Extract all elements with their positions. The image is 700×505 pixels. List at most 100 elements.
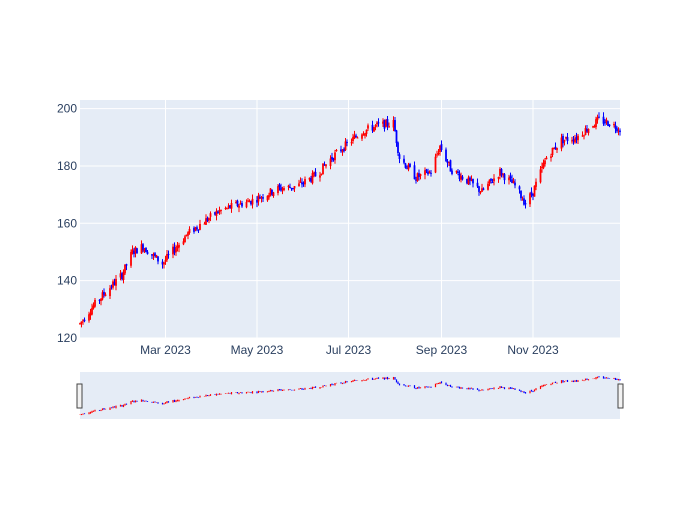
candle-increasing[interactable] (584, 125, 587, 136)
candle-increasing[interactable] (245, 199, 248, 209)
candle-increasing[interactable] (434, 153, 437, 174)
candle-increasing[interactable] (617, 127, 620, 136)
candle-decreasing[interactable] (301, 178, 303, 188)
candle-decreasing[interactable] (403, 155, 405, 165)
candle-decreasing[interactable] (217, 210, 219, 214)
candle-increasing[interactable] (182, 238, 185, 246)
candle-increasing[interactable] (299, 177, 302, 183)
candle-increasing[interactable] (175, 244, 177, 256)
candle-decreasing[interactable] (154, 252, 156, 258)
candle-increasing[interactable] (329, 155, 332, 170)
candle-decreasing[interactable] (503, 172, 506, 185)
candle-increasing[interactable] (416, 172, 419, 182)
candle-increasing[interactable] (91, 303, 93, 316)
candle-decreasing[interactable] (490, 178, 492, 184)
candle-increasing[interactable] (304, 176, 306, 188)
candle-increasing[interactable] (508, 174, 510, 185)
candle-increasing[interactable] (215, 208, 218, 221)
candle-increasing[interactable] (448, 161, 450, 167)
candle-increasing[interactable] (205, 214, 207, 226)
candle-increasing[interactable] (563, 139, 566, 146)
candle-increasing[interactable] (545, 155, 548, 160)
candle-decreasing[interactable] (289, 183, 291, 189)
candle-decreasing[interactable] (346, 139, 348, 147)
candle-decreasing[interactable] (259, 194, 261, 199)
candle-increasing[interactable] (188, 226, 191, 235)
candle-increasing[interactable] (344, 137, 347, 152)
candle-decreasing[interactable] (469, 176, 471, 186)
candle-increasing[interactable] (374, 124, 377, 131)
candle-increasing[interactable] (100, 298, 102, 306)
candle-increasing[interactable] (419, 173, 422, 180)
candle-increasing[interactable] (367, 123, 369, 131)
candle-increasing[interactable] (356, 136, 359, 139)
candle-increasing[interactable] (238, 204, 240, 213)
candle-decreasing[interactable] (151, 254, 153, 260)
candle-increasing[interactable] (287, 184, 290, 191)
candle-decreasing[interactable] (386, 116, 389, 131)
candle-increasing[interactable] (311, 170, 314, 185)
candle-decreasing[interactable] (500, 168, 503, 178)
candle-decreasing[interactable] (196, 225, 198, 232)
candle-increasing[interactable] (481, 183, 483, 192)
candle-increasing[interactable] (218, 206, 221, 215)
candle-decreasing[interactable] (290, 187, 293, 191)
candle-decreasing[interactable] (256, 196, 258, 208)
candle-increasing[interactable] (185, 234, 188, 237)
candle-decreasing[interactable] (425, 168, 428, 174)
candle-decreasing[interactable] (113, 278, 116, 286)
candle-decreasing[interactable] (98, 299, 101, 305)
candle-increasing[interactable] (365, 129, 368, 137)
candle-decreasing[interactable] (509, 172, 512, 182)
candle-decreasing[interactable] (476, 178, 479, 189)
candle-decreasing[interactable] (206, 216, 209, 223)
candle-increasing[interactable] (322, 163, 324, 175)
candle-increasing[interactable] (325, 164, 327, 169)
candle-decreasing[interactable] (292, 187, 294, 191)
candle-increasing[interactable] (101, 290, 104, 301)
candle-increasing[interactable] (581, 131, 584, 137)
candle-increasing[interactable] (184, 234, 186, 243)
candle-decreasing[interactable] (262, 193, 264, 202)
candle-decreasing[interactable] (173, 242, 176, 256)
candle-increasing[interactable] (187, 231, 189, 240)
candle-increasing[interactable] (583, 134, 585, 140)
candle-increasing[interactable] (82, 319, 84, 325)
candle-decreasing[interactable] (554, 142, 557, 150)
candle-decreasing[interactable] (607, 120, 609, 127)
candle-increasing[interactable] (499, 167, 501, 180)
candle-increasing[interactable] (350, 138, 353, 146)
candle-decreasing[interactable] (214, 211, 216, 216)
candle-increasing[interactable] (247, 198, 249, 203)
candle-increasing[interactable] (613, 121, 615, 128)
candle-increasing[interactable] (176, 241, 179, 252)
candle-increasing[interactable] (109, 285, 111, 300)
candle-increasing[interactable] (203, 221, 206, 225)
candle-increasing[interactable] (334, 149, 336, 164)
candle-increasing[interactable] (134, 246, 137, 258)
candle-decreasing[interactable] (449, 159, 452, 172)
candle-increasing[interactable] (124, 264, 126, 276)
candle-decreasing[interactable] (145, 247, 147, 253)
candle-decreasing[interactable] (602, 112, 605, 126)
candle-decreasing[interactable] (530, 187, 533, 198)
candle-decreasing[interactable] (121, 271, 123, 281)
candle-decreasing[interactable] (406, 165, 408, 170)
candle-decreasing[interactable] (340, 145, 342, 153)
candle-increasing[interactable] (373, 126, 375, 133)
candle-increasing[interactable] (298, 179, 300, 187)
candle-increasing[interactable] (248, 199, 251, 203)
candle-decreasing[interactable] (598, 112, 600, 119)
candle-decreasing[interactable] (250, 200, 252, 206)
candle-decreasing[interactable] (524, 199, 527, 209)
candle-increasing[interactable] (407, 162, 410, 172)
candle-decreasing[interactable] (518, 185, 521, 194)
candle-increasing[interactable] (266, 195, 269, 202)
candle-increasing[interactable] (260, 196, 263, 203)
candle-increasing[interactable] (439, 145, 441, 156)
candle-increasing[interactable] (313, 171, 315, 178)
candle-increasing[interactable] (362, 131, 365, 136)
candle-decreasing[interactable] (142, 242, 144, 253)
candle-decreasing[interactable] (466, 178, 468, 185)
candle-decreasing[interactable] (397, 141, 399, 156)
